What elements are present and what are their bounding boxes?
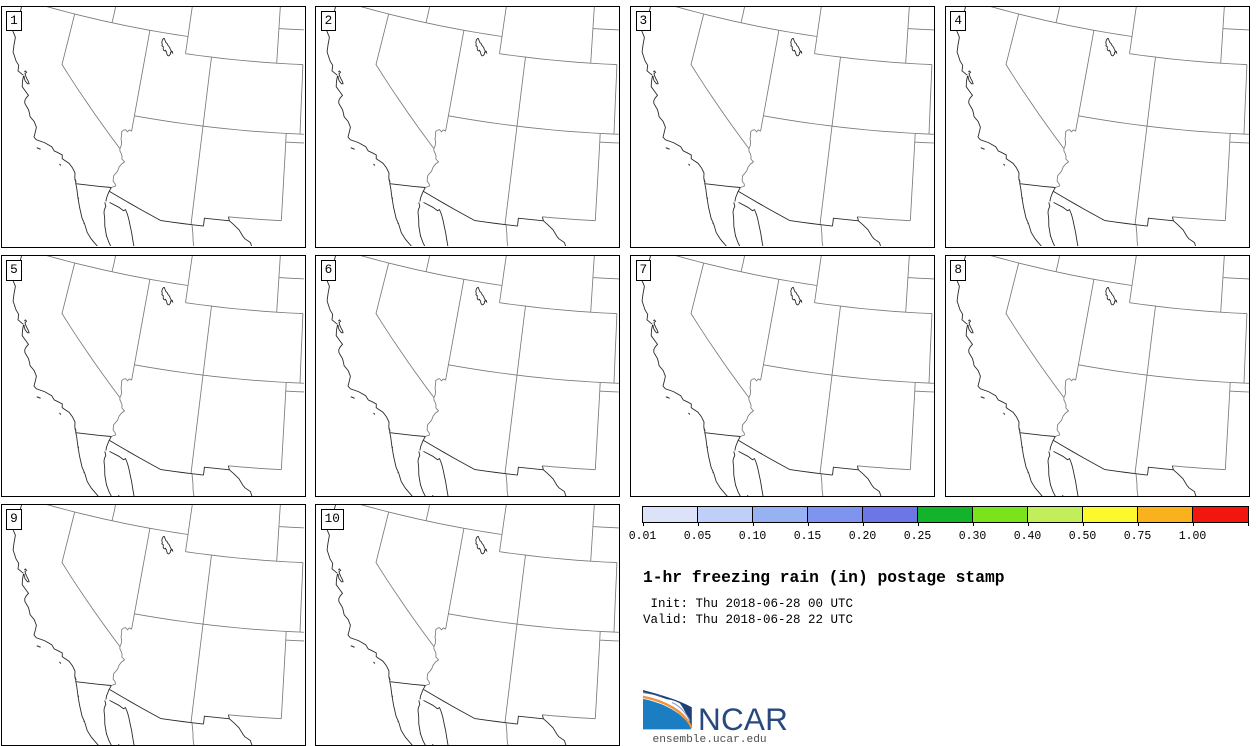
svg-text:NCAR: NCAR — [698, 701, 788, 737]
